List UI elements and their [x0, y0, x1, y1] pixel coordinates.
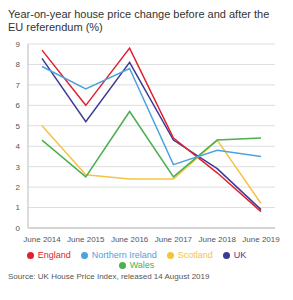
svg-text:June 2015: June 2015 — [67, 235, 105, 244]
html-text:England: England — [37, 250, 71, 260]
svg-text:8: 8 — [16, 60, 21, 69]
svg-text:June 2017: June 2017 — [155, 235, 193, 244]
svg-text:2: 2 — [16, 183, 21, 192]
svg-text:9: 9 — [16, 40, 21, 49]
html-text:UK: UK — [233, 250, 247, 260]
svg-text:0: 0 — [16, 224, 21, 233]
svg-text:5: 5 — [16, 122, 21, 131]
svg-text:6: 6 — [16, 101, 21, 110]
svg-text:1: 1 — [16, 203, 21, 212]
svg-text:June 2014: June 2014 — [23, 235, 61, 244]
svg-text:3: 3 — [16, 163, 21, 172]
svg-text:7: 7 — [16, 81, 21, 90]
svg-text:June 2018: June 2018 — [199, 235, 237, 244]
svg-text:4: 4 — [16, 142, 21, 151]
html-text:Source: UK House Price Index,: Source: UK House Price Index, released 1… — [8, 272, 210, 281]
svg-text:June 2016: June 2016 — [111, 235, 149, 244]
html-text:Northern Ireland: Northern Ireland — [91, 250, 157, 260]
svg-text:June 2019: June 2019 — [242, 235, 280, 244]
html-text:Year-on-year house price chang: Year-on-year house price change before a… — [8, 8, 270, 33]
html-text:Scotland: Scotland — [177, 250, 213, 260]
html-text:Wales: Wales — [129, 260, 155, 270]
